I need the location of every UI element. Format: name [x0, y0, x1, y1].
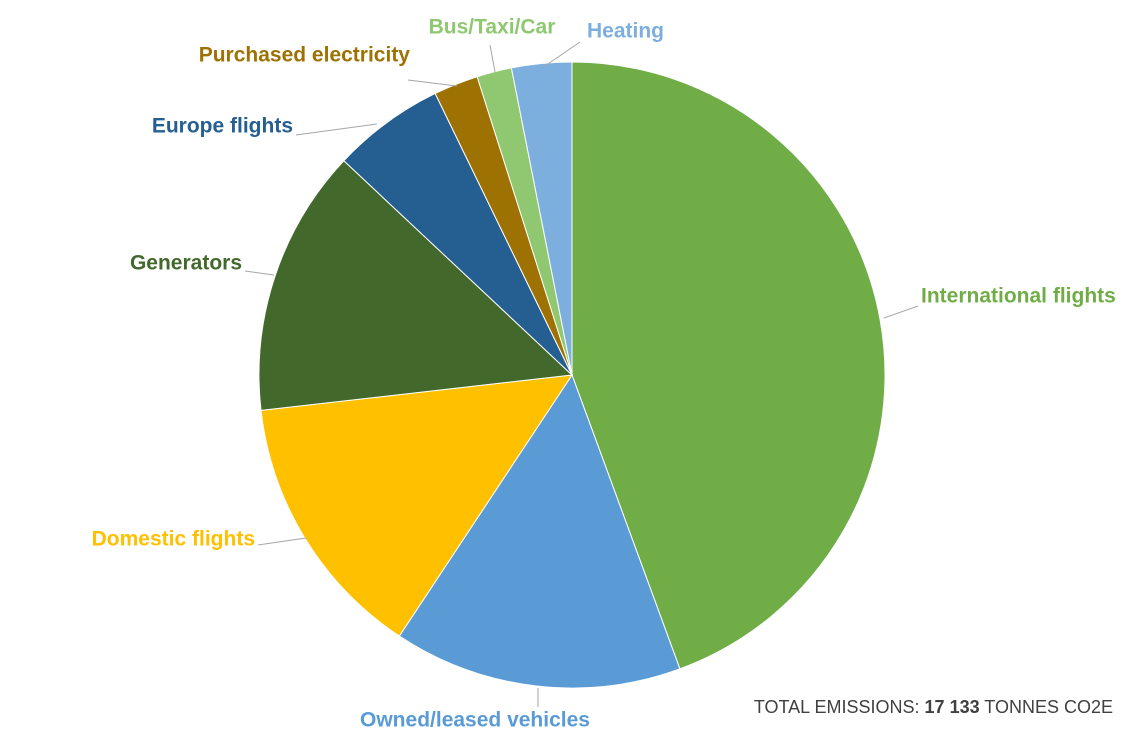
slice-label: Owned/leased vehicles	[360, 709, 590, 732]
note-suffix: TONNES CO2E	[984, 697, 1113, 717]
slice-label: Domestic flights	[92, 528, 255, 551]
leader-line	[883, 305, 919, 319]
leader-line	[295, 123, 378, 136]
slice	[258, 160, 574, 411]
slice-label: Bus/Taxi/Car	[429, 16, 556, 39]
slice-label: Heating	[587, 20, 664, 43]
slice	[398, 373, 681, 689]
slice-label: Purchased electricity	[199, 44, 411, 67]
labels: International flights Owned/leased vehicl…	[92, 16, 1116, 732]
slice-label: Generators	[130, 252, 242, 275]
leader-line	[244, 270, 275, 276]
leader-line	[257, 537, 307, 546]
slice-label: Europe flights	[152, 115, 293, 138]
leader-line	[407, 79, 458, 87]
note-value: 17 133	[925, 697, 980, 717]
slice-label: International flights	[921, 285, 1116, 308]
slice	[571, 61, 886, 670]
leader-line	[544, 41, 581, 67]
slice	[510, 61, 573, 376]
total-note: TOTAL EMISSIONS: 17 133 TONNES CO2E	[754, 697, 1113, 717]
pie	[258, 61, 886, 689]
note-prefix: TOTAL EMISSIONS:	[754, 697, 920, 717]
leader-line	[489, 44, 496, 73]
